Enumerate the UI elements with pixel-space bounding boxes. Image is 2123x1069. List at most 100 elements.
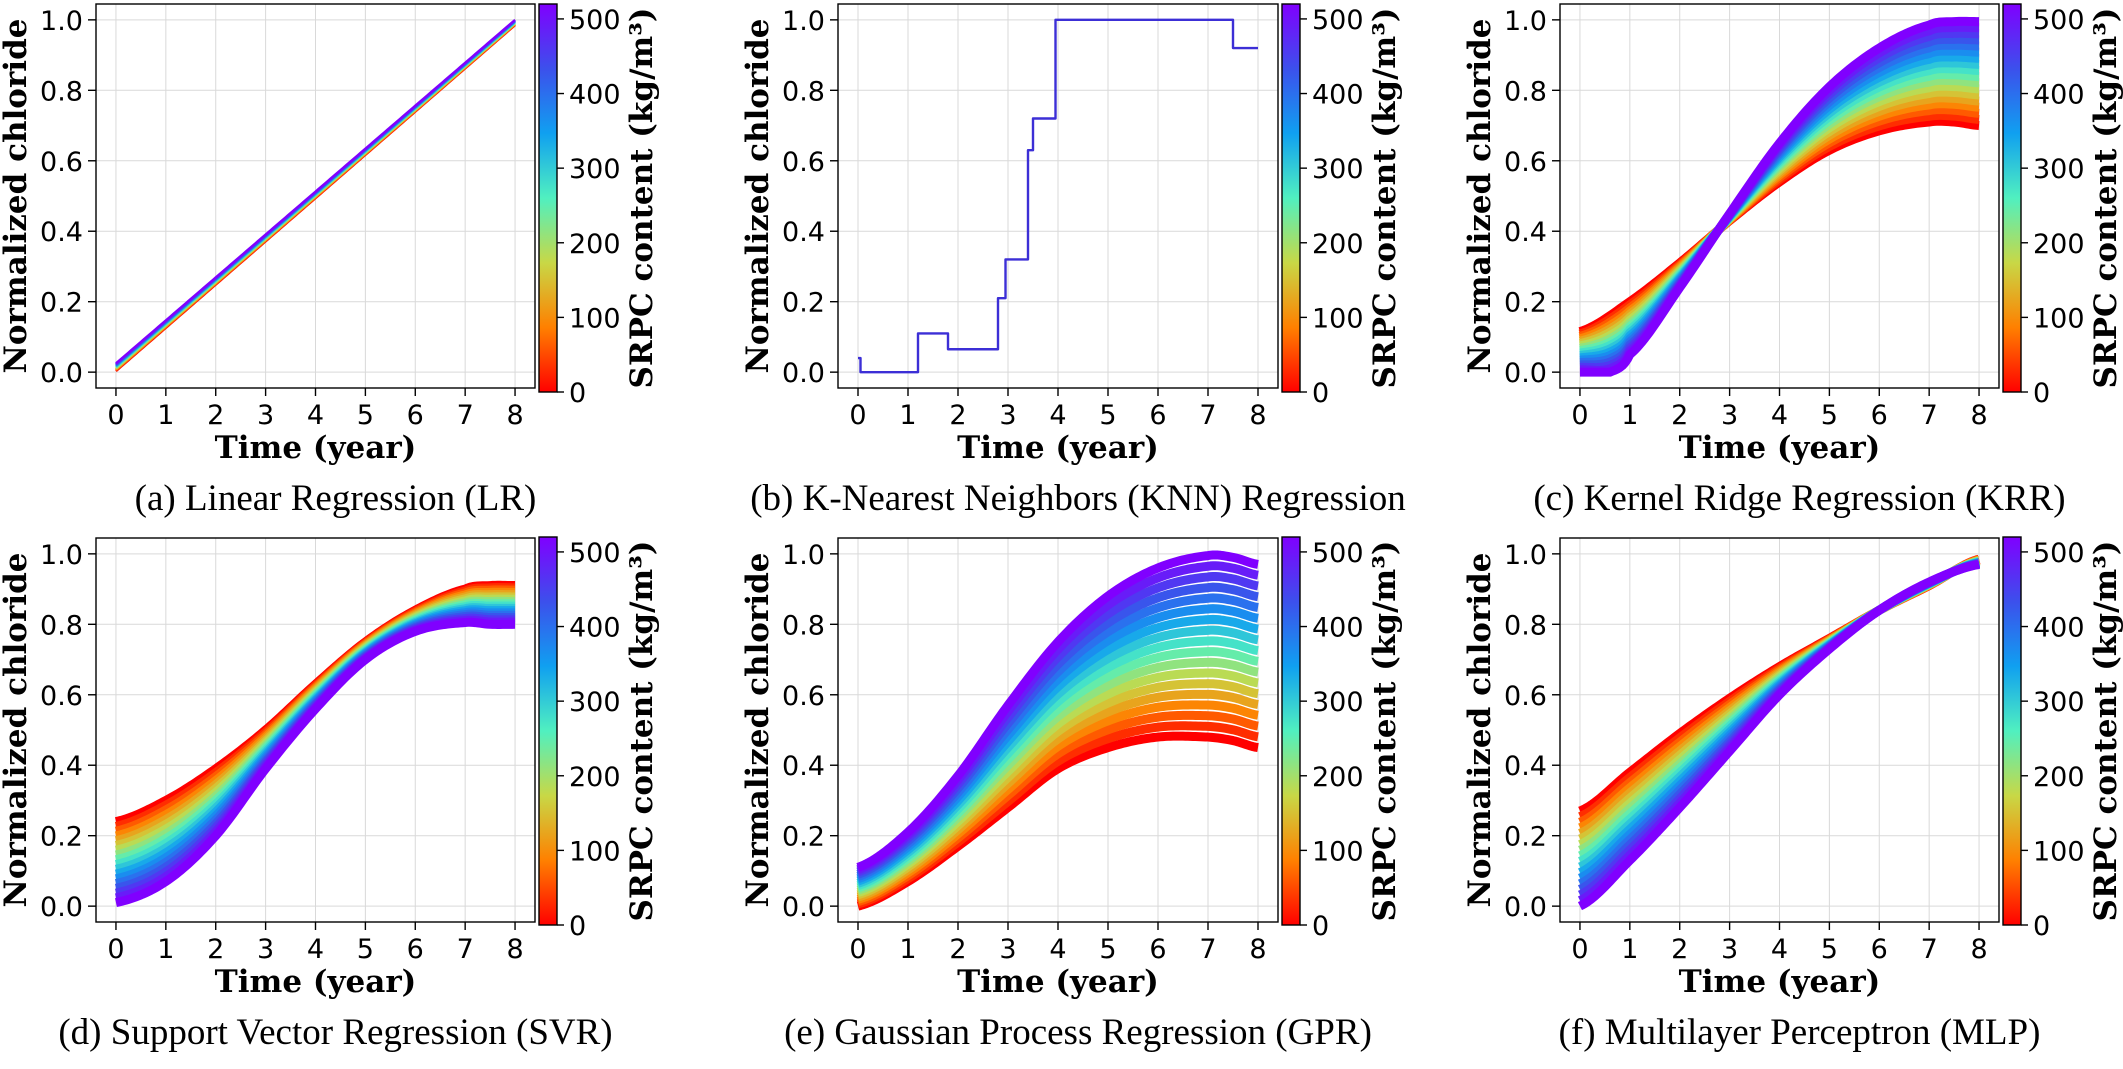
y-tick-label: 0.2 bbox=[782, 288, 825, 319]
x-tick-label: 3 bbox=[1721, 400, 1738, 431]
panel-caption: (d) Support Vector Regression (SVR) bbox=[58, 1012, 612, 1053]
series-group bbox=[1577, 554, 1982, 911]
colorbar-tick-label: 400 bbox=[1312, 80, 1364, 111]
colorbar-tick-label: 500 bbox=[569, 538, 621, 569]
colorbar-tick-label: 300 bbox=[569, 154, 621, 185]
x-tick-label: 1 bbox=[899, 934, 916, 965]
x-tick-label: 1 bbox=[899, 400, 916, 431]
colorbar: 0 100 200 300 400 500 SRPC content (kg/m³) bbox=[2002, 536, 2123, 942]
panel-b: 0 1 2 3 4 5 6 7 8 0.0 0.2 0.4 0.6 0.8 1.0 Time (year) No… bbox=[740, 3, 1406, 519]
y-tick-label: 0.0 bbox=[1504, 358, 1547, 389]
series-line bbox=[856, 550, 1260, 872]
x-tick-label: 0 bbox=[107, 934, 124, 965]
panels: 0 1 2 3 4 5 6 7 8 0.0 0.2 0.4 0.6 0.8 1.0 Time (year) No… bbox=[0, 3, 2123, 1053]
grid bbox=[838, 4, 1278, 388]
colorbar-frame bbox=[538, 536, 558, 926]
series-group bbox=[115, 18, 516, 372]
y-tick-label: 0.4 bbox=[40, 751, 83, 782]
y-tick-label: 0.8 bbox=[40, 76, 83, 107]
colorbar-tick-label: 400 bbox=[2033, 613, 2085, 644]
series-line bbox=[858, 18, 1258, 374]
colorbar: 0 100 200 300 400 500 SRPC content (kg/m³) bbox=[538, 536, 660, 942]
colorbar-tick-label: 100 bbox=[2033, 836, 2085, 867]
x-axis-label: Time (year) bbox=[215, 964, 417, 1000]
y-axis-label: Normalized chloride bbox=[0, 19, 34, 374]
panel-c: 0 1 2 3 4 5 6 7 8 0.0 0.2 0.4 0.6 0.8 1.0 Time (year) No… bbox=[1462, 3, 2123, 519]
x-tick-label: 6 bbox=[1871, 400, 1888, 431]
y-tick-label: 0.0 bbox=[40, 358, 83, 389]
y-tick-label: 1.0 bbox=[40, 540, 83, 571]
colorbar-tick-label: 300 bbox=[1312, 154, 1364, 185]
x-tick-label: 6 bbox=[1149, 934, 1166, 965]
x-tick-label: 4 bbox=[307, 934, 324, 965]
colorbar-tick-label: 300 bbox=[2033, 687, 2085, 718]
colorbar-label: SRPC content (kg/m³) bbox=[2088, 541, 2123, 922]
panel-caption: (e) Gaussian Process Regression (GPR) bbox=[784, 1012, 1372, 1053]
y-tick-label: 0.4 bbox=[782, 751, 825, 782]
x-tick-label: 8 bbox=[1970, 400, 1987, 431]
colorbar-gradient bbox=[1282, 537, 1300, 925]
y-tick-label: 1.0 bbox=[782, 6, 825, 37]
colorbar-gradient bbox=[2003, 4, 2021, 392]
x-tick-label: 7 bbox=[1921, 934, 1938, 965]
colorbar-tick-label: 500 bbox=[2033, 538, 2085, 569]
y-tick-label: 0.8 bbox=[40, 610, 83, 641]
x-tick-label: 4 bbox=[1049, 400, 1066, 431]
x-tick-label: 1 bbox=[1621, 400, 1638, 431]
panel-caption: (c) Kernel Ridge Regression (KRR) bbox=[1533, 478, 2065, 519]
colorbar-tick-label: 0 bbox=[2033, 378, 2050, 409]
colorbar-tick-label: 300 bbox=[569, 687, 621, 718]
y-tick-label: 0.2 bbox=[40, 822, 83, 853]
x-tick-label: 2 bbox=[207, 400, 224, 431]
x-tick-label: 8 bbox=[1249, 934, 1266, 965]
y-tick-label: 0.0 bbox=[782, 358, 825, 389]
y-tick-label: 0.4 bbox=[782, 217, 825, 248]
y-tick-label: 0.6 bbox=[782, 147, 825, 178]
x-tick-label: 4 bbox=[1771, 934, 1788, 965]
x-tick-label: 5 bbox=[1821, 934, 1838, 965]
x-tick-label: 7 bbox=[457, 934, 474, 965]
y-tick-label: 0.6 bbox=[1504, 681, 1547, 712]
panel-caption: (a) Linear Regression (LR) bbox=[135, 478, 537, 519]
x-tick-label: 6 bbox=[1871, 934, 1888, 965]
x-tick-label: 7 bbox=[1199, 400, 1216, 431]
panel-d: 0 1 2 3 4 5 6 7 8 0.0 0.2 0.4 0.6 0.8 1.0 Time (year) No… bbox=[0, 536, 660, 1053]
y-tick-label: 0.4 bbox=[1504, 751, 1547, 782]
y-tick-label: 1.0 bbox=[1504, 540, 1547, 571]
colorbar-label: SRPC content (kg/m³) bbox=[2088, 8, 2123, 389]
y-axis-label: Normalized chloride bbox=[1462, 553, 1498, 908]
x-tick-label: 7 bbox=[1199, 934, 1216, 965]
colorbar-label: SRPC content (kg/m³) bbox=[1367, 541, 1403, 922]
series-line bbox=[1577, 559, 1982, 911]
colorbar-tick-label: 100 bbox=[569, 303, 621, 334]
x-tick-label: 2 bbox=[1671, 400, 1688, 431]
x-tick-label: 2 bbox=[207, 934, 224, 965]
colorbar-tick-label: 500 bbox=[1312, 5, 1364, 36]
series-line bbox=[115, 18, 516, 365]
colorbar-tick-label: 300 bbox=[1312, 687, 1364, 718]
colorbar-tick-label: 400 bbox=[569, 80, 621, 111]
x-tick-label: 8 bbox=[506, 400, 523, 431]
colorbar-gradient bbox=[539, 537, 557, 925]
x-tick-label: 5 bbox=[357, 400, 374, 431]
colorbar-tick-label: 200 bbox=[569, 762, 621, 793]
colorbar-tick-label: 0 bbox=[1312, 911, 1329, 942]
colorbar-tick-label: 200 bbox=[1312, 762, 1364, 793]
colorbar-tick-label: 400 bbox=[569, 613, 621, 644]
x-tick-label: 5 bbox=[1099, 400, 1116, 431]
x-axis-label: Time (year) bbox=[957, 430, 1159, 466]
x-tick-label: 3 bbox=[999, 400, 1016, 431]
y-tick-label: 0.6 bbox=[40, 681, 83, 712]
x-tick-label: 5 bbox=[357, 934, 374, 965]
x-tick-label: 8 bbox=[1970, 934, 1987, 965]
panel-a: 0 1 2 3 4 5 6 7 8 0.0 0.2 0.4 0.6 0.8 1.0 Time (year) No… bbox=[0, 3, 660, 519]
y-tick-label: 0.4 bbox=[1504, 217, 1547, 248]
y-tick-label: 0.2 bbox=[782, 822, 825, 853]
x-tick-label: 8 bbox=[1249, 400, 1266, 431]
y-tick-label: 1.0 bbox=[1504, 6, 1547, 37]
y-tick-label: 0.8 bbox=[1504, 610, 1547, 641]
panel-f: 0 1 2 3 4 5 6 7 8 0.0 0.2 0.4 0.6 0.8 1.0 Time (year) No… bbox=[1462, 536, 2123, 1053]
series-group bbox=[858, 18, 1258, 374]
x-tick-label: 5 bbox=[1821, 400, 1838, 431]
